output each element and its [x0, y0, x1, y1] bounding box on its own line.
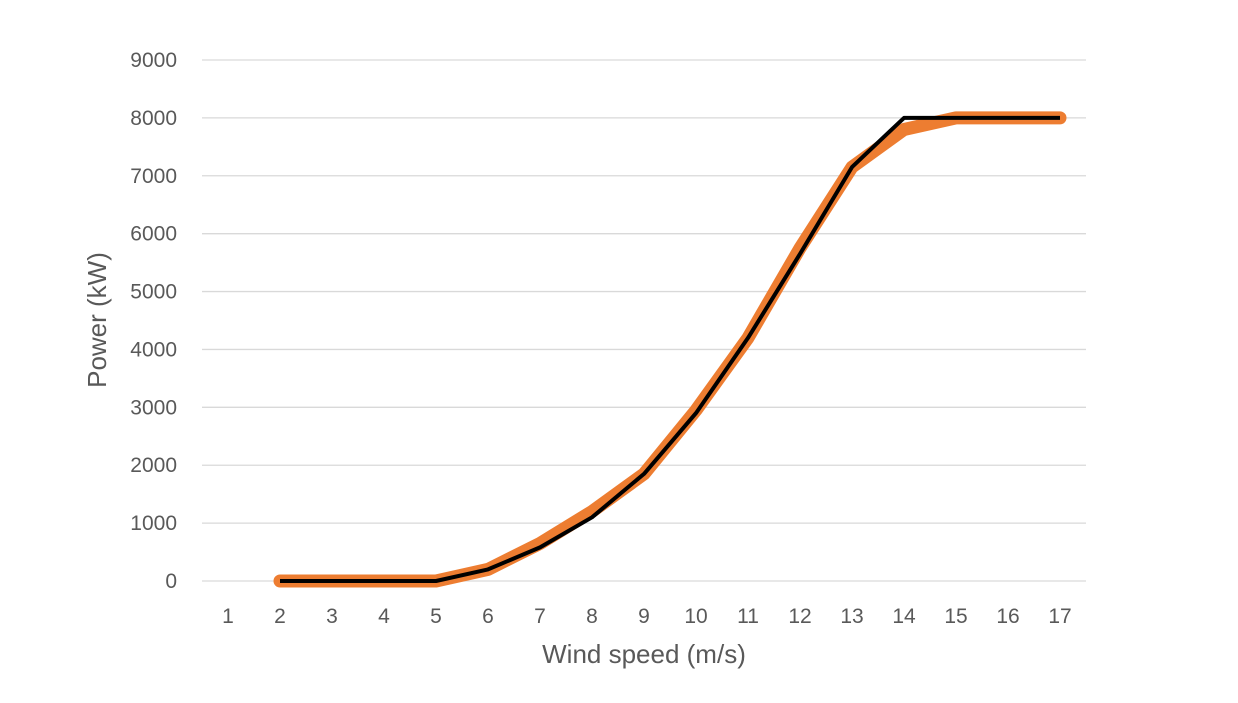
x-tick-label: 2 [274, 605, 286, 628]
y-tick-label: 1000 [130, 512, 177, 535]
y-tick-label: 6000 [130, 223, 177, 246]
y-tick-label: 4000 [130, 338, 177, 361]
x-tick-label: 13 [840, 605, 863, 628]
y-axis-title: Power (kW) [82, 252, 112, 388]
x-tick-label: 9 [638, 605, 650, 628]
x-axis-title: Wind speed (m/s) [542, 639, 746, 669]
x-tick-label: 4 [378, 605, 390, 628]
x-tick-label: 11 [737, 605, 759, 628]
gridlines [202, 59, 1086, 582]
x-tick-label: 15 [944, 605, 967, 628]
series-lines [273, 111, 1067, 588]
x-tick-label: 6 [482, 605, 494, 628]
x-tick-label: 12 [788, 605, 811, 628]
y-tick-label: 5000 [130, 281, 177, 304]
y-tick-label: 8000 [130, 107, 177, 130]
y-tick-label: 3000 [130, 396, 177, 419]
x-tick-label: 17 [1048, 605, 1071, 628]
x-tick-label: 7 [534, 605, 546, 628]
x-tick-label: 16 [996, 605, 1019, 628]
series-line-2 [280, 115, 1060, 583]
x-tick-label: 5 [430, 605, 442, 628]
y-tick-label: 0 [165, 570, 177, 593]
y-tick-label: 2000 [130, 454, 177, 477]
y-tick-label: 7000 [130, 165, 177, 188]
y-tick-label: 9000 [130, 49, 177, 72]
x-tick-label: 3 [326, 605, 338, 628]
x-tick-label: 8 [586, 605, 598, 628]
y-axis-tick-labels: 0 1000 2000 3000 4000 5000 6000 7000 8000 9000 [130, 49, 177, 593]
x-tick-label: 10 [684, 605, 707, 628]
x-axis-tick-labels: 1 2 3 4 5 6 7 8 9 10 11 12 13 14 15 16 17 [222, 605, 1072, 628]
x-tick-label: 1 [222, 605, 234, 628]
x-tick-label: 14 [892, 605, 916, 628]
